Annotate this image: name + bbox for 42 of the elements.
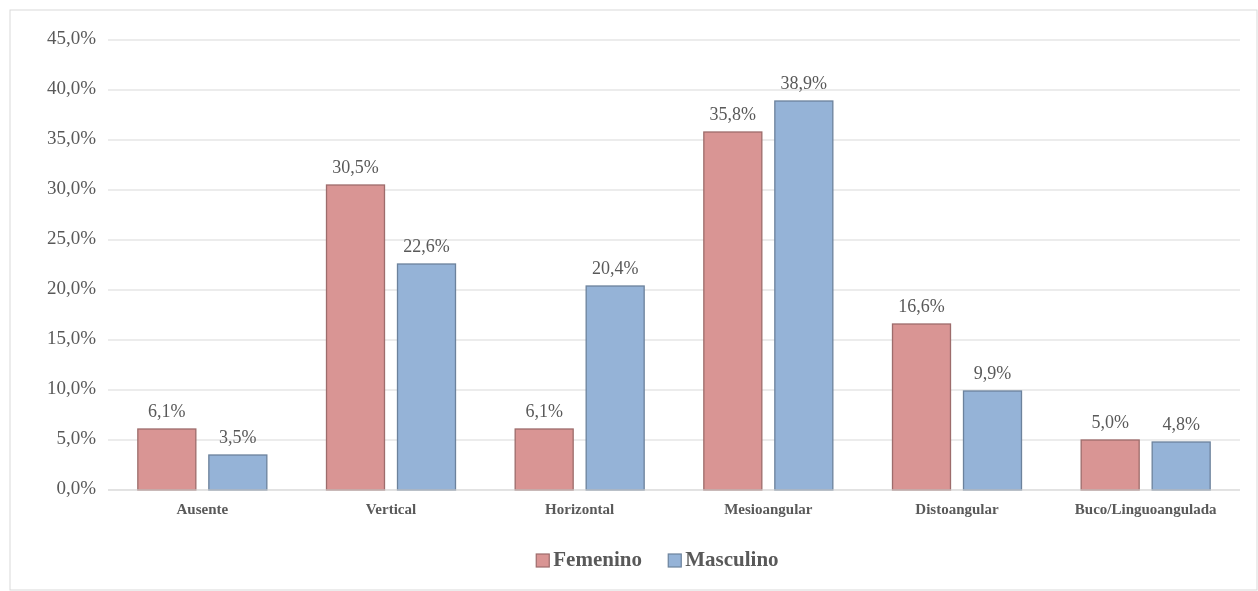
bar: [396, 263, 457, 491]
bar: [514, 428, 574, 491]
bar: [1080, 439, 1140, 491]
y-tick-label: 15,0%: [46, 327, 97, 349]
data-label: 9,9%: [973, 363, 1012, 383]
legend-label: Masculino: [685, 546, 779, 571]
y-tick-label: 0,0%: [56, 477, 97, 499]
data-label: 4,8%: [1162, 414, 1200, 434]
data-label: 22,6%: [403, 236, 450, 256]
bar: [137, 428, 197, 491]
legend-label: Femenino: [553, 546, 642, 571]
data-label: 38,9%: [780, 73, 828, 93]
x-tick-label: Ausente: [176, 501, 229, 517]
y-tick-label: 35,0%: [46, 127, 97, 149]
x-tick-label: Mesioangular: [724, 501, 813, 517]
bar: [1151, 441, 1211, 491]
y-tick-label: 5,0%: [56, 427, 97, 449]
bar: [703, 131, 763, 491]
data-label: 3,5%: [219, 427, 257, 447]
bar: [891, 323, 952, 491]
x-tick-label: Buco/Linguoangulada: [1074, 501, 1218, 517]
data-label: 6,1%: [148, 401, 186, 421]
y-tick-label: 30,0%: [46, 177, 97, 199]
data-label: 16,6%: [898, 296, 945, 316]
bar: [962, 390, 1023, 491]
bar: [774, 100, 834, 491]
x-tick-label: Horizontal: [545, 501, 615, 517]
data-label: 20,4%: [591, 258, 639, 278]
data-label: 6,1%: [525, 401, 563, 421]
data-label: 35,8%: [709, 104, 757, 124]
x-tick-label: Distoangular: [915, 501, 1000, 517]
bar: [208, 454, 268, 491]
bar: [325, 184, 386, 491]
x-tick-label: Vertical: [365, 501, 417, 517]
y-tick-label: 45,0%: [46, 27, 97, 49]
y-tick-label: 25,0%: [46, 227, 97, 249]
y-tick-label: 40,0%: [46, 77, 97, 99]
y-tick-label: 20,0%: [46, 277, 97, 299]
data-label: 30,5%: [332, 157, 379, 177]
y-tick-label: 10,0%: [46, 377, 97, 399]
bar: [585, 285, 645, 491]
data-label: 5,0%: [1091, 412, 1129, 432]
